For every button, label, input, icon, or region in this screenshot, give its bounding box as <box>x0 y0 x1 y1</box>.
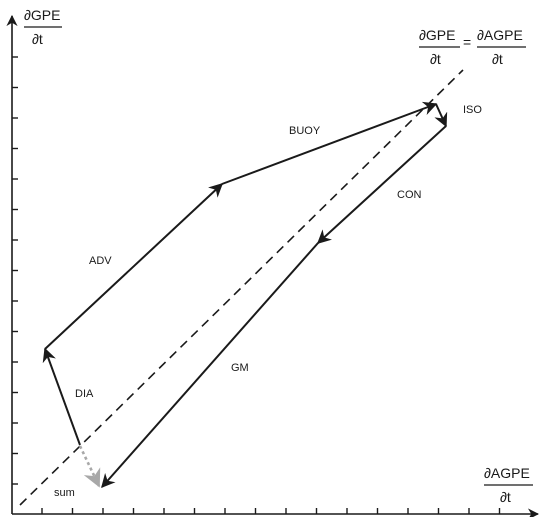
diagonal-left-denominator: ∂t <box>430 51 441 67</box>
vector-sum <box>78 445 101 488</box>
label-con: CON <box>397 189 422 201</box>
label-gm: GM <box>231 362 249 374</box>
vector-iso <box>434 103 448 128</box>
vector-buoy <box>221 101 438 185</box>
y-axis-ticks <box>12 56 18 485</box>
vector-dia <box>42 347 81 446</box>
label-iso: ISO <box>463 104 482 116</box>
label-sum: sum <box>54 487 75 499</box>
vectors <box>42 101 448 489</box>
label-dia: DIA <box>75 388 94 400</box>
y-label-numerator: ∂GPE <box>24 7 60 23</box>
diagonal-label: ∂GPE ∂t = ∂AGPE ∂t <box>419 27 526 67</box>
diagonal-right-denominator: ∂t <box>492 51 503 67</box>
x-label-numerator: ∂AGPE <box>484 465 530 481</box>
y-label-denominator: ∂t <box>32 31 43 47</box>
diagonal-equals: = <box>463 34 471 50</box>
x-label-denominator: ∂t <box>500 489 511 505</box>
vector-gm <box>101 242 319 489</box>
y-axis <box>6 14 18 514</box>
vector-adv <box>44 183 224 350</box>
y-axis-label: ∂GPE ∂t <box>24 7 62 47</box>
label-buoy: BUOY <box>289 125 321 137</box>
x-axis-ticks <box>41 508 501 514</box>
equality-diagonal-line <box>19 69 464 506</box>
vector-con <box>316 125 447 244</box>
x-axis <box>12 508 540 517</box>
x-axis-label: ∂AGPE ∂t <box>484 465 533 505</box>
label-adv: ADV <box>89 255 112 267</box>
diagonal-left-numerator: ∂GPE <box>419 27 455 43</box>
diagonal-right-numerator: ∂AGPE <box>477 27 523 43</box>
